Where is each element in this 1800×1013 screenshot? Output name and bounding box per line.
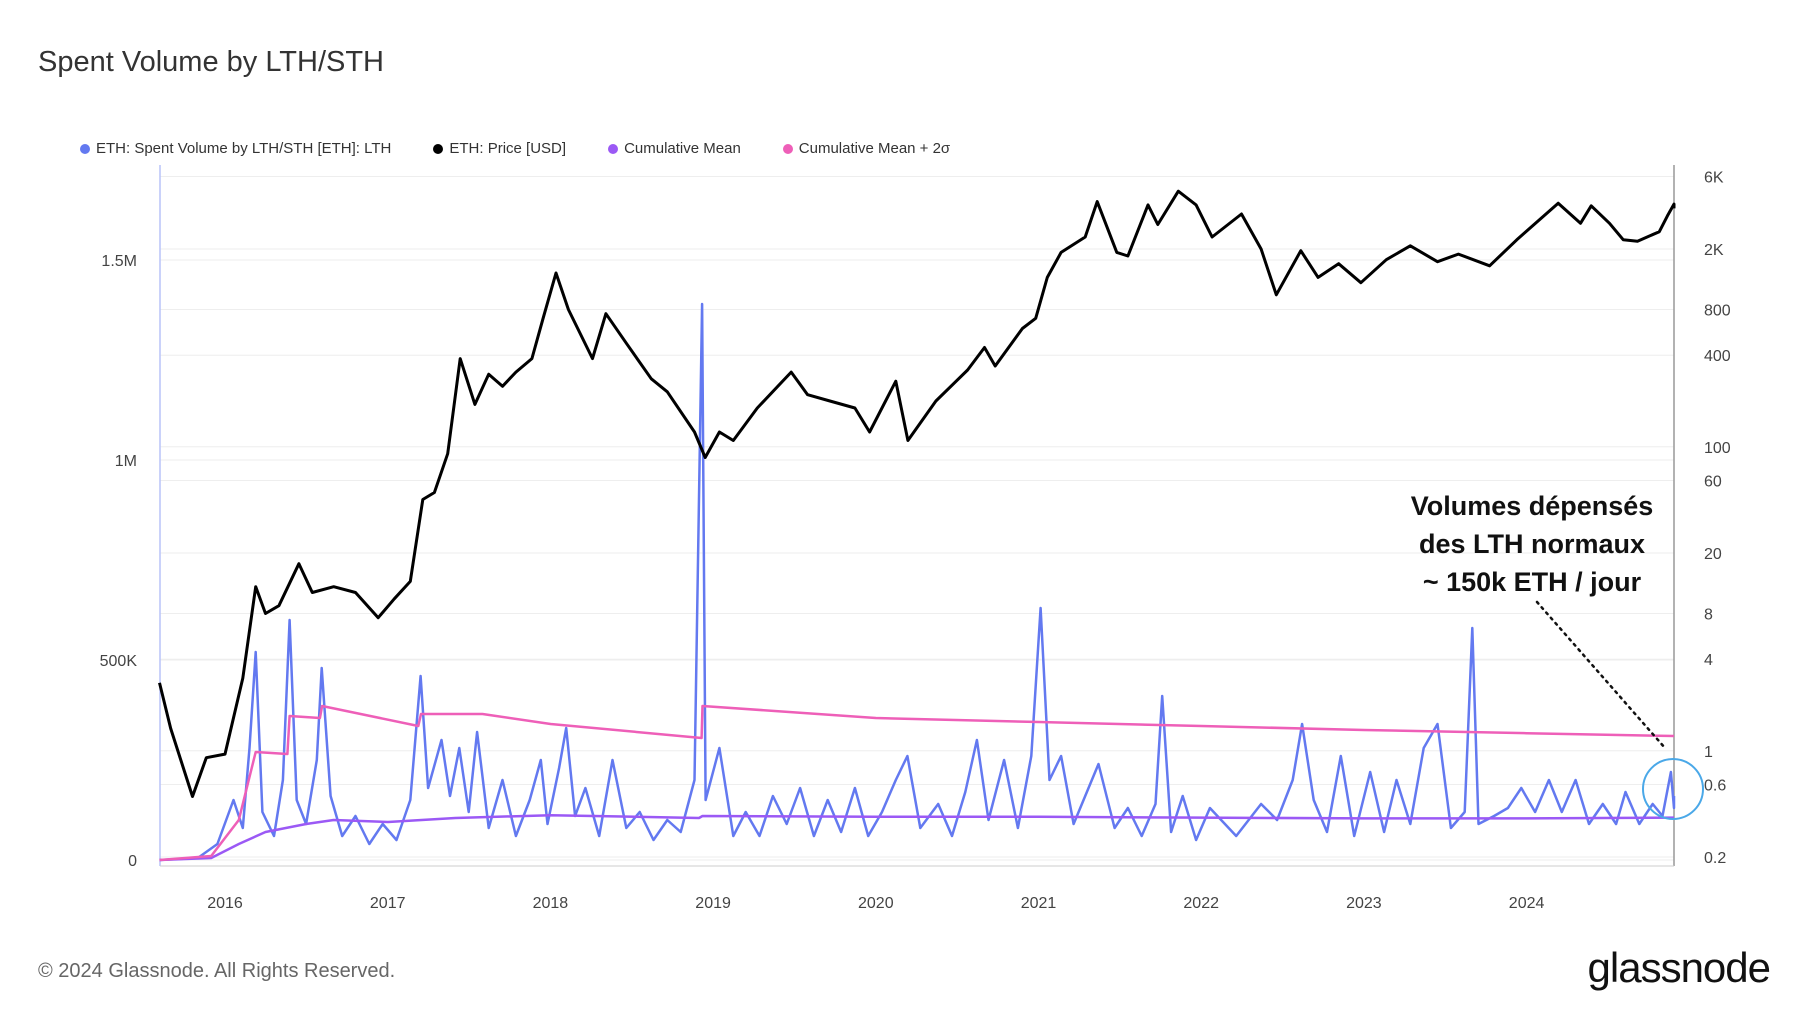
x-axis-tick-label: 2021 xyxy=(1021,895,1057,912)
right-axis-tick-label: 0.2 xyxy=(1704,850,1726,867)
legend-item[interactable]: Cumulative Mean xyxy=(608,140,741,157)
x-axis-tick-label: 2022 xyxy=(1183,895,1219,912)
series-line-2 xyxy=(159,813,1675,862)
legend-dot-icon xyxy=(433,143,444,154)
x-axis-tick-label: 2016 xyxy=(207,895,243,912)
legend-label: Cumulative Mean + 2σ xyxy=(798,140,951,157)
legend-label: Cumulative Mean xyxy=(624,140,741,157)
right-axis-tick-label: 20 xyxy=(1704,546,1722,563)
annotation-text: ~ 150k ETH / jour xyxy=(1423,567,1642,597)
x-axis-tick-label: 2020 xyxy=(858,895,894,912)
x-axis-tick-label: 2019 xyxy=(695,895,731,912)
left-axis-tick-label: 0 xyxy=(128,853,137,870)
glassnode-logo: glassnode xyxy=(1587,944,1771,991)
highlight-circle xyxy=(1642,758,1704,820)
x-axis-tick-label: 2023 xyxy=(1346,895,1382,912)
legend-dot-icon xyxy=(608,143,619,154)
legend-label: ETH: Spent Volume by LTH/STH [ETH]: LTH xyxy=(96,140,392,157)
legend-item[interactable]: ETH: Spent Volume by LTH/STH [ETH]: LTH xyxy=(80,140,391,157)
right-axis-tick-label: 2K xyxy=(1704,242,1724,259)
right-axis-tick-label: 100 xyxy=(1704,440,1731,457)
left-axis-tick-label: 1.5M xyxy=(101,253,137,270)
x-axis-tick-label: 2017 xyxy=(370,895,406,912)
left-axis-tick-label: 500K xyxy=(100,653,138,670)
annotation-text: des LTH normaux xyxy=(1419,529,1645,559)
series-line-0 xyxy=(159,302,1676,862)
right-axis-tick-label: 8 xyxy=(1704,606,1713,623)
legend: ETH: Spent Volume by LTH/STH [ETH]: LTH E… xyxy=(80,140,950,157)
right-axis-tick-label: 1 xyxy=(1704,744,1713,761)
chart-title: Spent Volume by LTH/STH xyxy=(38,46,385,78)
left-axis-tick-label: 1M xyxy=(115,453,137,470)
annotation-pointer xyxy=(1535,600,1667,750)
x-axis-tick-label: 2018 xyxy=(533,895,569,912)
legend-dot-icon xyxy=(782,143,793,154)
right-axis-tick-label: 0.6 xyxy=(1704,777,1726,794)
right-axis-tick-label: 4 xyxy=(1704,652,1713,669)
annotation-text: Volumes dépensés xyxy=(1411,491,1654,521)
x-axis-tick-label: 2024 xyxy=(1509,895,1545,912)
legend-label: ETH: Price [USD] xyxy=(449,140,567,157)
series-line-3 xyxy=(159,704,1675,862)
series-line-1 xyxy=(158,189,1676,798)
legend-dot-icon xyxy=(80,143,90,154)
right-axis-tick-label: 60 xyxy=(1704,473,1722,490)
right-axis-tick-label: 6K xyxy=(1704,169,1724,186)
legend-item[interactable]: ETH: Price [USD] xyxy=(433,140,566,157)
right-axis-tick-label: 800 xyxy=(1704,302,1731,319)
right-axis-tick-label: 400 xyxy=(1704,348,1731,365)
copyright: © 2024 Glassnode. All Rights Reserved. xyxy=(38,960,396,982)
legend-item[interactable]: Cumulative Mean + 2σ xyxy=(782,140,951,157)
